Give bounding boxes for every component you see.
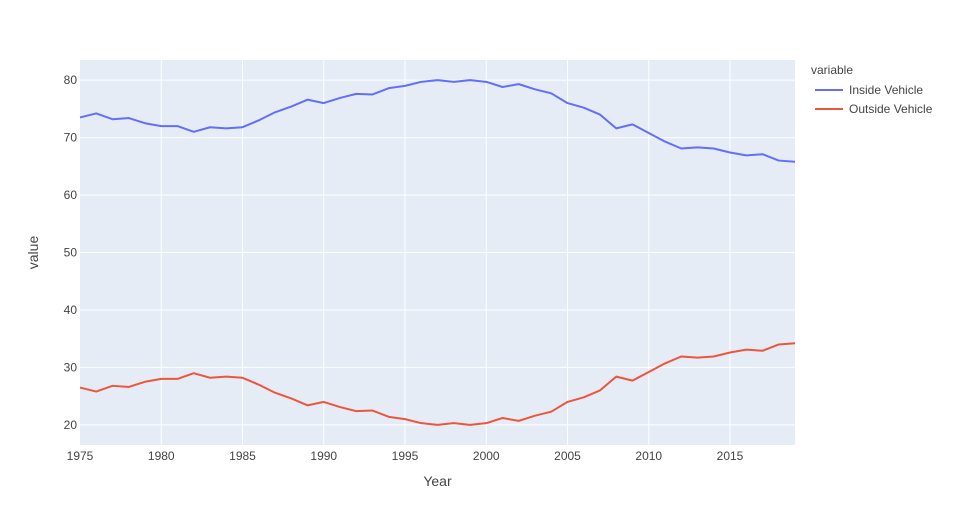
x-tick-label: 1995 [392,449,419,463]
x-tick-label: 1985 [229,449,256,463]
y-tick-label: 40 [64,303,78,317]
x-tick-label: 2000 [473,449,500,463]
series-line-inside-vehicle [79,79,796,163]
y-tick-label: 70 [64,131,78,145]
x-tick-label: 2010 [635,449,662,463]
x-tick-label: 1990 [310,449,337,463]
x-axis-title: Year [423,473,452,489]
series-lines [79,79,796,426]
y-tick-label: 60 [64,188,78,202]
legend-label: Inside Vehicle [849,83,923,97]
y-axis-tick-labels: 20 30 40 50 60 70 80 [64,73,78,432]
y-tick-label: 30 [64,360,78,374]
x-tick-label: 1975 [67,449,94,463]
series-line-outside-vehicle [79,342,796,426]
legend-item-outside-vehicle[interactable]: Outside Vehicle [815,102,933,116]
y-tick-label: 50 [64,246,78,260]
y-axis-title: value [25,236,41,270]
legend-item-inside-vehicle[interactable]: Inside Vehicle [815,83,923,97]
x-tick-label: 1980 [148,449,175,463]
legend: variable Inside Vehicle Outside Vehicle [811,63,933,116]
x-tick-label: 2015 [717,449,744,463]
y-tick-label: 80 [64,73,78,87]
y-tick-label: 20 [64,418,78,432]
legend-label: Outside Vehicle [849,102,933,116]
x-axis-tick-labels: 1975 1980 1985 1990 1995 2000 2005 2010 2015 [67,449,744,463]
x-tick-label: 2005 [554,449,581,463]
legend-title: variable [811,63,853,77]
